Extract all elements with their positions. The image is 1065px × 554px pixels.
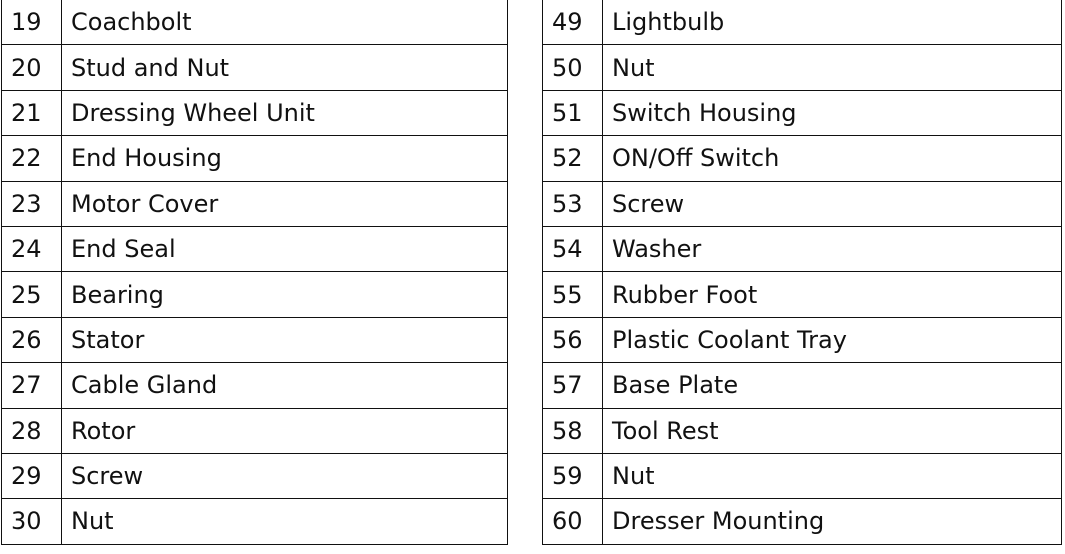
- part-number: 25: [1, 271, 62, 318]
- part-name: ON/Off Switch: [602, 135, 1062, 182]
- part-number: 59: [542, 452, 603, 500]
- part-name: Washer: [602, 225, 1062, 273]
- part-name: Motor Cover: [61, 180, 508, 227]
- table-row: 53 Screw: [542, 180, 1062, 227]
- part-name: Plastic Coolant Tray: [602, 316, 1062, 364]
- parts-table-left: 19 Coachbolt 20 Stud and Nut 21 Dressing Whee…: [1, 0, 508, 545]
- part-number: 50: [542, 44, 603, 91]
- part-name: Bearing: [61, 271, 508, 318]
- table-row: 25 Bearing: [1, 271, 508, 318]
- table-row: 27 Cable Gland: [1, 362, 508, 409]
- part-name: Nut: [602, 452, 1062, 500]
- table-row: 58 Tool Rest: [542, 407, 1062, 454]
- part-number: 49: [542, 0, 603, 46]
- part-name: Coachbolt: [61, 0, 508, 46]
- part-name: End Housing: [61, 135, 508, 182]
- part-number: 20: [1, 44, 62, 91]
- part-number: 22: [1, 135, 62, 182]
- part-number: 54: [542, 225, 603, 273]
- part-number: 26: [1, 316, 62, 364]
- table-row: 28 Rotor: [1, 407, 508, 454]
- table-row: 23 Motor Cover: [1, 180, 508, 227]
- part-name: Lightbulb: [602, 0, 1062, 46]
- part-name: Stud and Nut: [61, 44, 508, 91]
- table-row: 56 Plastic Coolant Tray: [542, 316, 1062, 364]
- part-name: Dressing Wheel Unit: [61, 89, 508, 137]
- part-name: Nut: [61, 498, 508, 545]
- part-number: 52: [542, 135, 603, 182]
- table-row: 50 Nut: [542, 44, 1062, 91]
- table-row: 49 Lightbulb: [542, 0, 1062, 46]
- part-number: 24: [1, 225, 62, 273]
- table-row: 59 Nut: [542, 452, 1062, 500]
- part-number: 27: [1, 362, 62, 409]
- table-row: 54 Washer: [542, 225, 1062, 273]
- part-number: 30: [1, 498, 62, 545]
- part-name: Rubber Foot: [602, 271, 1062, 318]
- part-number: 56: [542, 316, 603, 364]
- part-name: Screw: [602, 180, 1062, 227]
- table-row: 20 Stud and Nut: [1, 44, 508, 91]
- part-name: Stator: [61, 316, 508, 364]
- part-number: 21: [1, 89, 62, 137]
- part-name: Switch Housing: [602, 89, 1062, 137]
- table-row: 24 End Seal: [1, 225, 508, 273]
- table-row: 52 ON/Off Switch: [542, 135, 1062, 182]
- part-number: 23: [1, 180, 62, 227]
- part-number: 51: [542, 89, 603, 137]
- table-row: 55 Rubber Foot: [542, 271, 1062, 318]
- table-row: 57 Base Plate: [542, 362, 1062, 409]
- part-number: 57: [542, 362, 603, 409]
- part-name: Nut: [602, 44, 1062, 91]
- table-row: 29 Screw: [1, 452, 508, 500]
- part-number: 55: [542, 271, 603, 318]
- part-number: 53: [542, 180, 603, 227]
- part-number: 60: [542, 498, 603, 545]
- part-name: Screw: [61, 452, 508, 500]
- part-name: Dresser Mounting: [602, 498, 1062, 545]
- part-name: End Seal: [61, 225, 508, 273]
- part-number: 28: [1, 407, 62, 454]
- part-name: Cable Gland: [61, 362, 508, 409]
- part-number: 29: [1, 452, 62, 500]
- table-row: 51 Switch Housing: [542, 89, 1062, 137]
- part-name: Base Plate: [602, 362, 1062, 409]
- table-row: 30 Nut: [1, 498, 508, 545]
- table-row: 22 End Housing: [1, 135, 508, 182]
- table-row: 19 Coachbolt: [1, 0, 508, 46]
- part-name: Rotor: [61, 407, 508, 454]
- part-number: 58: [542, 407, 603, 454]
- table-row: 26 Stator: [1, 316, 508, 364]
- part-number: 19: [1, 0, 62, 46]
- part-name: Tool Rest: [602, 407, 1062, 454]
- table-row: 60 Dresser Mounting: [542, 498, 1062, 545]
- table-row: 21 Dressing Wheel Unit: [1, 89, 508, 137]
- parts-table-right: 49 Lightbulb 50 Nut 51 Switch Housing 52 ON/Off…: [542, 0, 1062, 545]
